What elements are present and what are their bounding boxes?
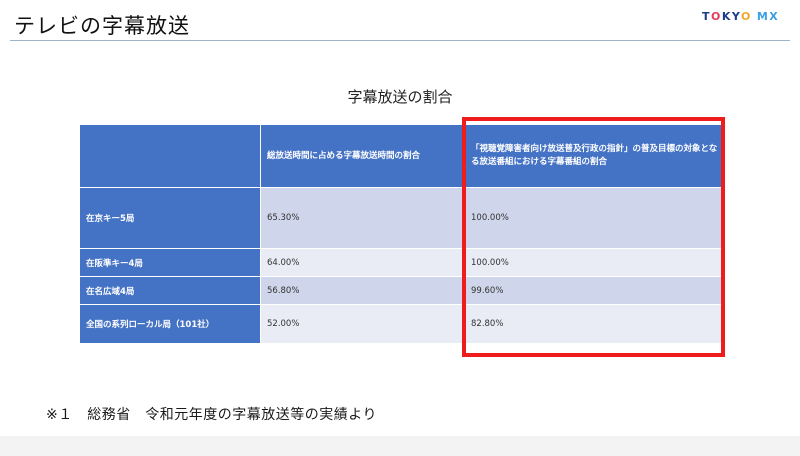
row-label: 全国の系列ローカル局（101社） (79, 304, 261, 344)
table-title: 字幕放送の割合 (347, 88, 453, 106)
target-ratio-cell: 99.60% (464, 276, 722, 305)
bottom-band (0, 436, 800, 456)
row-label: 在京キー5局 (79, 187, 261, 249)
table-row: 在名広域4局 56.80% 99.60% (79, 276, 722, 305)
table-header-row: 総放送時間に占める字幕放送時間の割合 「視聴覚障害者向け放送普及行政の指針」の普… (79, 124, 722, 188)
row-label: 在阪準キー4局 (79, 248, 261, 277)
total-ratio-cell: 64.00% (260, 248, 465, 277)
total-ratio-cell: 52.00% (260, 304, 465, 344)
page-title: テレビの字幕放送 (14, 14, 190, 38)
table-row: 全国の系列ローカル局（101社） 52.00% 82.80% (79, 304, 722, 344)
header-total-ratio: 総放送時間に占める字幕放送時間の割合 (260, 124, 465, 188)
footnote: ※１ 総務省 令和元年度の字幕放送等の実績より (46, 407, 377, 423)
table-row: 在阪準キー4局 64.00% 100.00% (79, 248, 722, 277)
header-target-ratio: 「視聴覚障害者向け放送普及行政の指針」の普及目標の対象となる放送番組における字幕… (464, 124, 722, 188)
total-ratio-cell: 65.30% (260, 187, 465, 249)
target-ratio-cell: 82.80% (464, 304, 722, 344)
title-divider (10, 40, 790, 41)
header-blank (79, 124, 261, 188)
target-ratio-cell: 100.00% (464, 187, 722, 249)
target-ratio-cell: 100.00% (464, 248, 722, 277)
table-row: 在京キー5局 65.30% 100.00% (79, 187, 722, 249)
tokyo-mx-logo: TOKYO MX (702, 10, 780, 23)
total-ratio-cell: 56.80% (260, 276, 465, 305)
row-label: 在名広域4局 (79, 276, 261, 305)
caption-broadcast-table: 総放送時間に占める字幕放送時間の割合 「視聴覚障害者向け放送普及行政の指針」の普… (79, 124, 722, 344)
